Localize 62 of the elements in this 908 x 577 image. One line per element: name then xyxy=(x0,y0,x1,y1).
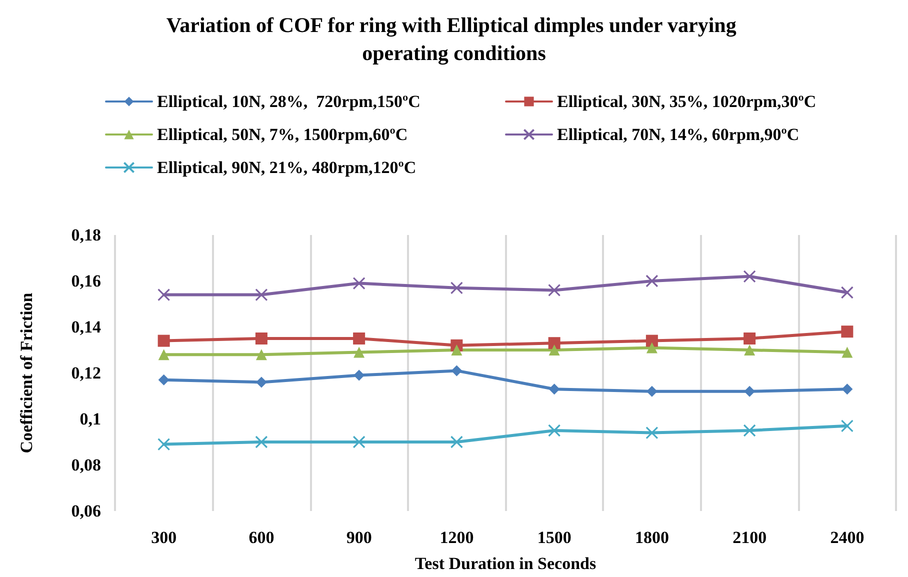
legend-label: Elliptical, 90N, 21%, 480rpm,120ºC xyxy=(157,158,416,177)
point xyxy=(743,270,756,283)
x-tick-label: 300 xyxy=(151,528,177,547)
point xyxy=(158,374,170,386)
point xyxy=(255,436,268,448)
point xyxy=(548,384,560,395)
point xyxy=(646,274,658,288)
point xyxy=(451,344,462,356)
x-tick-label: 1500 xyxy=(537,528,572,547)
point xyxy=(158,349,170,360)
legend-label: Elliptical, 70N, 14%, 60rpm,90ºC xyxy=(557,125,800,144)
point xyxy=(841,326,854,338)
point xyxy=(842,346,853,358)
y-tick-label: 0,1 xyxy=(80,410,101,428)
point xyxy=(646,334,658,347)
x-tick-label: 2400 xyxy=(830,528,864,547)
point xyxy=(744,386,756,397)
x-tick-label: 2100 xyxy=(732,528,767,547)
point xyxy=(842,384,853,395)
legend-label: Elliptical, 10N, 28%, 720rpm,150ºC xyxy=(157,92,420,111)
point xyxy=(548,424,561,437)
y-tick-label: 0,12 xyxy=(71,364,101,382)
point xyxy=(158,288,170,302)
point xyxy=(158,334,170,347)
point xyxy=(451,365,462,376)
point xyxy=(744,344,756,356)
point xyxy=(743,424,756,437)
point xyxy=(354,346,365,358)
y-tick-label: 0,16 xyxy=(71,272,101,290)
point xyxy=(548,344,560,356)
point xyxy=(353,332,366,344)
point xyxy=(450,282,463,294)
chart-title: Variation of COF for ring with Elliptical dimples under varying operating conditions xyxy=(166,13,742,65)
point xyxy=(548,337,560,350)
point xyxy=(646,342,658,354)
legend-label: Elliptical, 50N, 7%, 1500rpm,60ºC xyxy=(157,125,408,144)
y-tick-label: 0,18 xyxy=(71,226,101,244)
x-tick-label: 1200 xyxy=(440,528,474,547)
point xyxy=(158,438,170,451)
point xyxy=(352,277,366,290)
x-axis-title: Test Duration in Seconds xyxy=(414,554,596,573)
y-tick-label: 0,08 xyxy=(71,456,101,474)
point xyxy=(840,420,854,432)
point xyxy=(255,288,268,302)
point xyxy=(354,370,365,381)
point xyxy=(256,376,267,388)
point xyxy=(548,284,561,296)
point xyxy=(744,332,756,344)
y-axis-title: Coefficient of Friction xyxy=(17,292,36,454)
x-tick-label: 600 xyxy=(248,528,274,547)
point xyxy=(646,426,658,440)
point xyxy=(840,286,854,299)
x-tick-label: 1800 xyxy=(634,528,669,547)
point xyxy=(256,349,267,360)
point xyxy=(450,436,463,448)
point xyxy=(255,332,268,344)
x-tick-label: 900 xyxy=(346,528,372,547)
y-tick-label: 0,06 xyxy=(71,502,101,520)
legend-label: Elliptical, 30N, 35%, 1020rpm,30ºC xyxy=(557,92,816,111)
y-tick-label: 0,14 xyxy=(71,318,102,336)
point xyxy=(646,386,658,397)
point xyxy=(352,436,366,448)
